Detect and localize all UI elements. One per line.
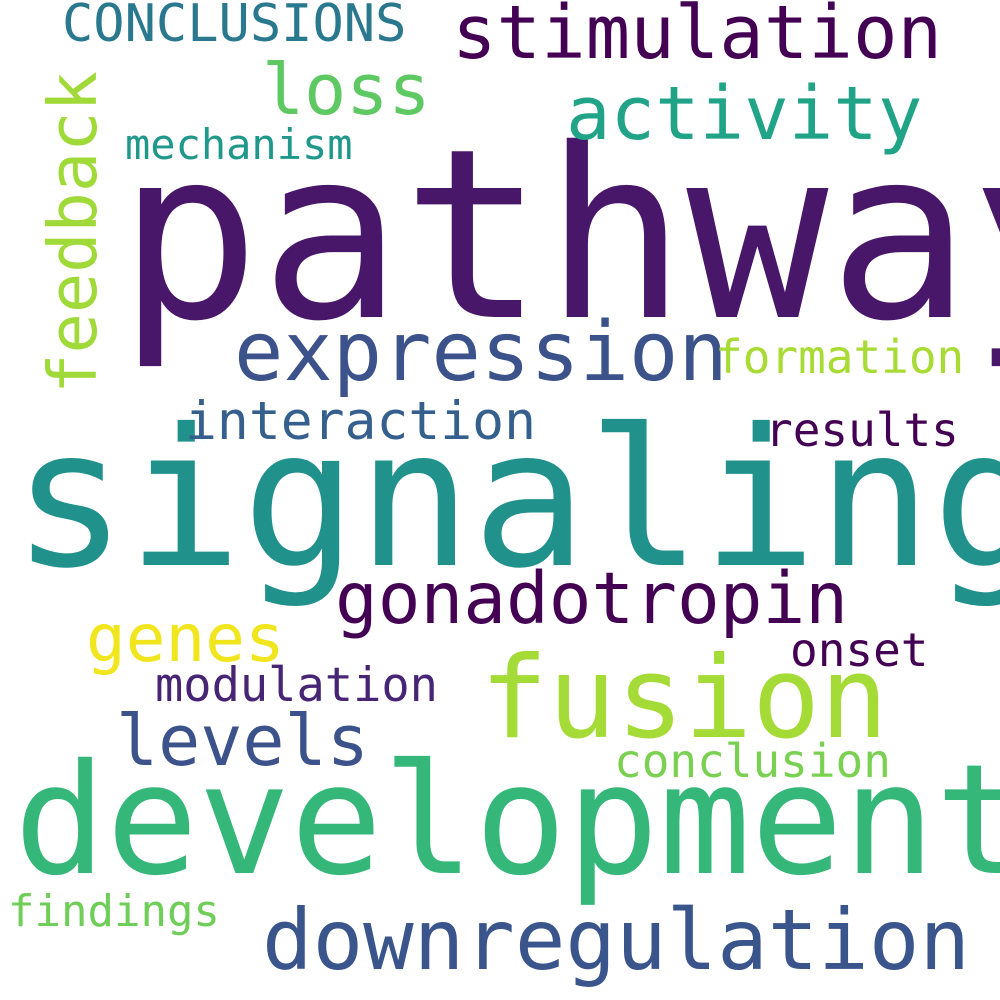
word-conclusion: conclusion	[614, 734, 891, 788]
word-loss: loss	[262, 49, 431, 131]
word-genes: genes	[86, 600, 285, 677]
word-findings: findings	[8, 886, 220, 937]
word-pathway: pathway	[118, 98, 1000, 373]
word-conclusions-upper: CONCLUSIONS	[62, 0, 407, 54]
word-development: development	[14, 732, 1000, 910]
word-results: results	[765, 403, 959, 457]
word-expression: expression	[234, 305, 728, 400]
word-levels: levels	[116, 700, 369, 782]
word-downregulation: downregulation	[262, 891, 971, 989]
word-stimulation: stimulation	[452, 0, 943, 76]
word-modulation: modulation	[155, 658, 438, 713]
word-gonadotropin: gonadotropin	[335, 557, 848, 640]
word-mechanism: mechanism	[125, 120, 353, 169]
word-onset: onset	[790, 623, 929, 677]
word-feedback: feedback	[33, 71, 112, 394]
word-activity: activity	[566, 71, 923, 157]
word-fusion: fusion	[480, 632, 889, 764]
word-signaling: signaling	[12, 389, 1000, 611]
word-formation: formation	[715, 330, 965, 384]
word-interaction: interaction	[185, 391, 536, 452]
